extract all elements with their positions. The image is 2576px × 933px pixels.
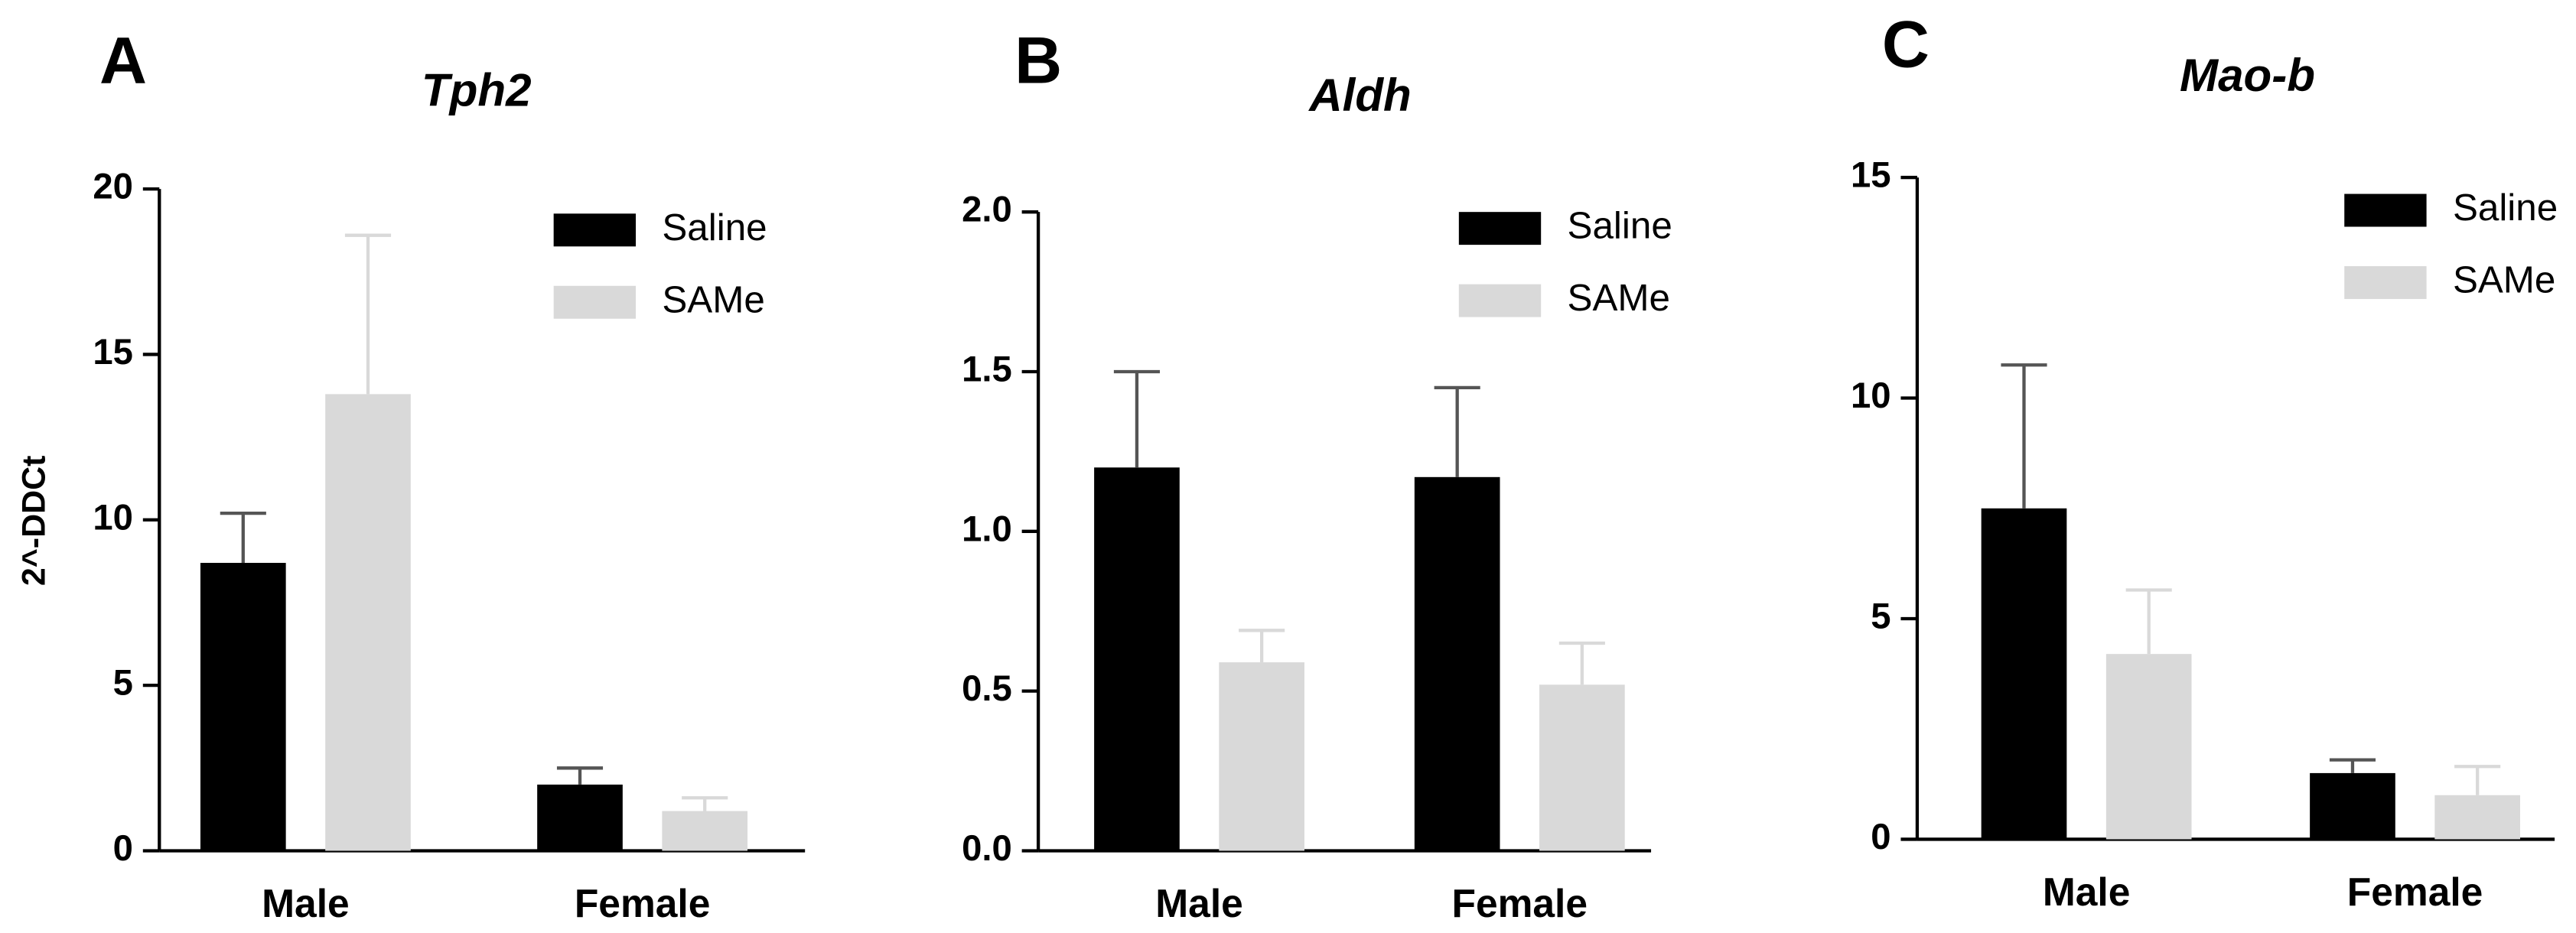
panel-label: A <box>99 24 147 98</box>
legend-swatch <box>1458 284 1542 317</box>
bar <box>662 811 748 851</box>
bar <box>1219 662 1304 851</box>
bar <box>1414 476 1500 851</box>
y-tick-label: 1.5 <box>962 349 1012 389</box>
bar <box>325 394 411 851</box>
y-axis-label: 2^-DDCt <box>16 456 53 587</box>
y-tick-label: 5 <box>1871 596 1890 636</box>
bar <box>2105 654 2192 840</box>
x-tick-label: Female <box>1451 881 1588 925</box>
legend-swatch <box>553 285 637 319</box>
panel-label: B <box>1014 24 1062 98</box>
bar <box>2310 772 2395 840</box>
y-tick-label: 0 <box>113 828 133 869</box>
chart-title: Aldh <box>1308 70 1412 121</box>
bar <box>200 563 286 851</box>
legend-swatch <box>2344 193 2427 227</box>
y-tick-label: 10 <box>1851 375 1891 416</box>
chart-title: Tph2 <box>422 64 532 115</box>
y-tick-label: 0.0 <box>962 828 1012 869</box>
legend-swatch <box>2344 266 2427 299</box>
bar <box>537 784 623 851</box>
panel-label: C <box>1882 8 1930 81</box>
y-tick-label: 15 <box>1851 155 1891 196</box>
bar <box>1539 684 1625 851</box>
y-tick-label: 2.0 <box>962 190 1012 230</box>
legend-label: Saline <box>662 206 767 249</box>
x-tick-label: Male <box>2043 870 2131 914</box>
legend-label: Saline <box>2453 187 2558 229</box>
chart-title: Mao-b <box>2180 50 2315 101</box>
x-tick-label: Male <box>262 881 350 925</box>
y-tick-label: 15 <box>93 332 133 372</box>
x-tick-label: Female <box>2347 870 2483 914</box>
legend-label: SAMe <box>2453 259 2555 301</box>
y-tick-label: 10 <box>93 497 133 538</box>
y-tick-label: 5 <box>113 663 133 704</box>
x-tick-label: Female <box>575 881 711 925</box>
bar <box>1981 508 2067 840</box>
y-tick-label: 20 <box>93 167 133 207</box>
bar <box>2434 795 2520 840</box>
legend-swatch <box>553 213 637 247</box>
y-tick-label: 1.0 <box>962 509 1012 549</box>
y-tick-label: 0 <box>1871 817 1890 857</box>
bar <box>1094 467 1180 851</box>
x-tick-label: Male <box>1155 881 1243 925</box>
y-tick-label: 0.5 <box>962 668 1012 709</box>
legend-swatch <box>1458 212 1542 245</box>
legend-label: Saline <box>1568 205 1672 247</box>
legend-label: SAMe <box>1568 277 1670 319</box>
legend-label: SAMe <box>662 278 764 320</box>
